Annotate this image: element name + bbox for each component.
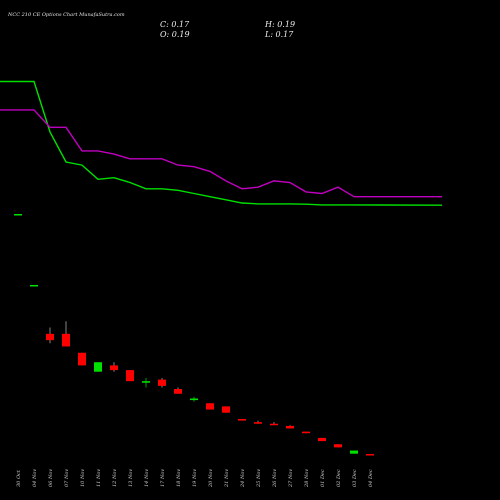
candle: [286, 425, 294, 429]
x-tick-label: 13 Nov: [128, 469, 134, 487]
x-tick-label: 21 Nov: [224, 469, 230, 488]
candle: [174, 387, 182, 394]
candle-body: [190, 398, 198, 401]
candle-body: [30, 284, 38, 287]
candle-body: [350, 450, 358, 454]
candle-body: [206, 403, 214, 410]
candle-body: [158, 379, 166, 386]
x-tick-label: 28 Nov: [304, 469, 310, 488]
x-tick-label: 02 Dec: [336, 469, 342, 487]
candle: [158, 378, 166, 388]
candle: [222, 406, 230, 413]
candle: [142, 378, 150, 388]
x-tick-label: 25 Nov: [256, 469, 262, 488]
candle-body: [238, 419, 246, 421]
x-tick-label: 01 Dec: [320, 469, 326, 487]
candle-body: [14, 214, 22, 216]
x-tick-label: 19 Nov: [192, 469, 198, 487]
candle-body: [254, 422, 262, 424]
candle: [62, 321, 70, 347]
chart-title: NCC 210 CE Options Chart MunafaSutra.com: [7, 12, 125, 18]
candle: [302, 431, 310, 434]
candle: [110, 362, 118, 372]
x-tick-label: 26 Nov: [272, 469, 278, 488]
candle: [46, 327, 54, 344]
candles: [14, 214, 374, 456]
candle: [254, 420, 262, 424]
x-tick-label: 04 Dec: [368, 469, 374, 487]
candle-body: [270, 423, 278, 426]
candle-body: [222, 406, 230, 413]
x-tick-label: 03 Dec: [352, 469, 358, 487]
x-tick-label: 18 Nov: [176, 469, 182, 487]
candle: [318, 437, 326, 442]
candle-body: [334, 444, 342, 448]
open-value: O: 0.19: [160, 30, 190, 39]
x-tick-label: 12 Nov: [112, 469, 118, 487]
overlay-lines: [0, 80, 443, 206]
x-tick-label: 11 Nov: [96, 469, 102, 487]
candle-body: [78, 352, 86, 366]
x-tick-label: 24 Nov: [240, 469, 246, 488]
candle: [126, 370, 134, 382]
x-tick-label: 07 Nov: [64, 469, 70, 487]
x-tick-label: 30 Oct: [16, 469, 22, 487]
candle: [94, 362, 102, 372]
candle: [14, 214, 22, 216]
candle: [190, 396, 198, 402]
x-axis-labels: 30 Oct 04 Nov 06 Nov 07 Nov 10 Nov 11 Nov 12 N…: [16, 469, 374, 488]
candle-body: [142, 381, 150, 383]
close-value: C: 0.17: [160, 20, 190, 29]
low-value: L: 0.17: [264, 30, 294, 39]
candle-body: [318, 437, 326, 442]
candle-body: [302, 431, 310, 434]
x-tick-label: 06 Nov: [48, 469, 54, 487]
candle-body: [62, 333, 70, 347]
x-tick-label: 04 Nov: [32, 469, 38, 487]
candle-body: [94, 362, 102, 372]
x-tick-label: 10 Nov: [80, 469, 86, 487]
x-tick-label: 20 Nov: [208, 469, 214, 488]
candle: [270, 422, 278, 426]
candle: [30, 284, 38, 287]
candle: [238, 419, 246, 421]
candle-body: [286, 425, 294, 429]
high-value: H: 0.19: [264, 20, 295, 29]
x-tick-label: 17 Nov: [160, 469, 166, 487]
x-tick-label: 14 Nov: [144, 469, 150, 487]
candle: [206, 403, 214, 410]
magenta-line: [0, 109, 442, 198]
x-tick-label: 27 Nov: [288, 469, 294, 488]
candle-body: [174, 389, 182, 394]
candle-body: [46, 333, 54, 341]
candle-body: [110, 365, 118, 371]
candle: [78, 352, 86, 366]
candle: [334, 444, 342, 448]
green-line: [0, 80, 443, 206]
candle-body: [126, 370, 134, 382]
candle: [350, 450, 358, 454]
candle: [366, 454, 374, 456]
candle-body: [366, 454, 374, 456]
